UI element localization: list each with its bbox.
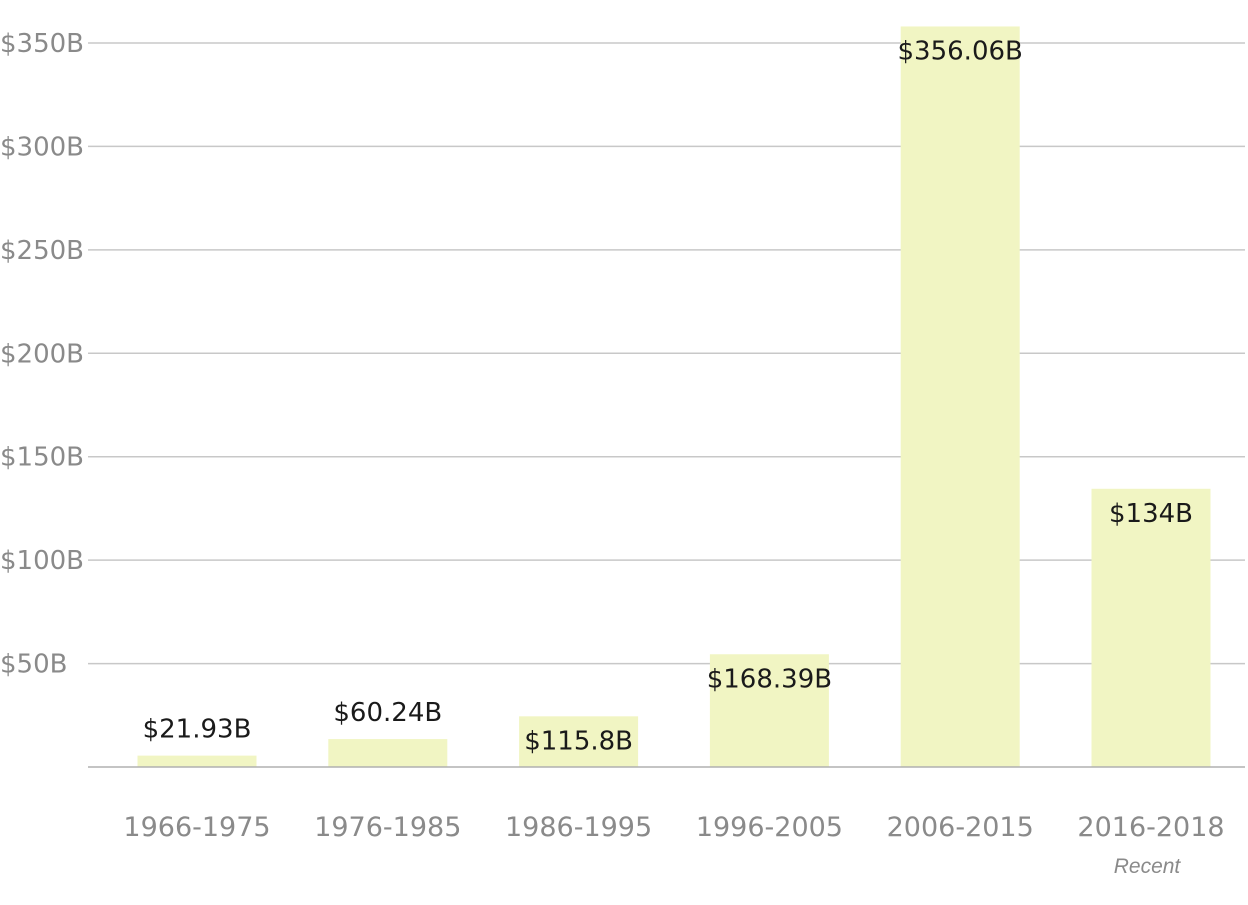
data-label: $21.93B: [143, 715, 252, 745]
y-tick-label: $50B: [0, 650, 67, 680]
y-tick-label: $100B: [0, 546, 84, 576]
y-tick-label: $150B: [0, 443, 84, 473]
data-label: $60.24B: [333, 698, 442, 728]
x-category-label: 1966-1975: [123, 812, 270, 843]
data-label: $134B: [1109, 499, 1193, 529]
x-category-label: 2016-2018: [1077, 812, 1224, 843]
data-labels: $21.93B $60.24B $115.8B $168.39B $356.06B $13…: [143, 36, 1193, 756]
y-axis-ticks: $50B $100B $150B $200B $250B $300B $350B: [0, 29, 84, 680]
grid-lines: [88, 42, 1245, 665]
y-tick-label: $200B: [0, 339, 84, 369]
bar: [900, 26, 1020, 768]
x-category-label: 2006-2015: [887, 812, 1034, 843]
y-tick-label: $350B: [0, 29, 84, 59]
bar: [519, 716, 639, 767]
bar: [137, 755, 257, 767]
x-category-note: Recent: [1114, 855, 1182, 878]
data-label: $168.39B: [707, 664, 832, 694]
x-category-label: 1986-1995: [505, 812, 652, 843]
bar: [328, 739, 448, 767]
bars: [137, 26, 1211, 768]
x-category-label: 1976-1985: [314, 812, 461, 843]
x-category-label: 1996-2005: [696, 812, 843, 843]
data-label: $356.06B: [898, 36, 1023, 66]
y-tick-label: $300B: [0, 132, 84, 162]
x-axis-categories: 1966-1975 1976-1985 1986-1995 1996-2005 2006…: [123, 812, 1224, 878]
y-tick-label: $250B: [0, 236, 84, 266]
bar: [709, 654, 829, 767]
bar: [1091, 488, 1211, 767]
data-label: $115.8B: [524, 726, 633, 756]
